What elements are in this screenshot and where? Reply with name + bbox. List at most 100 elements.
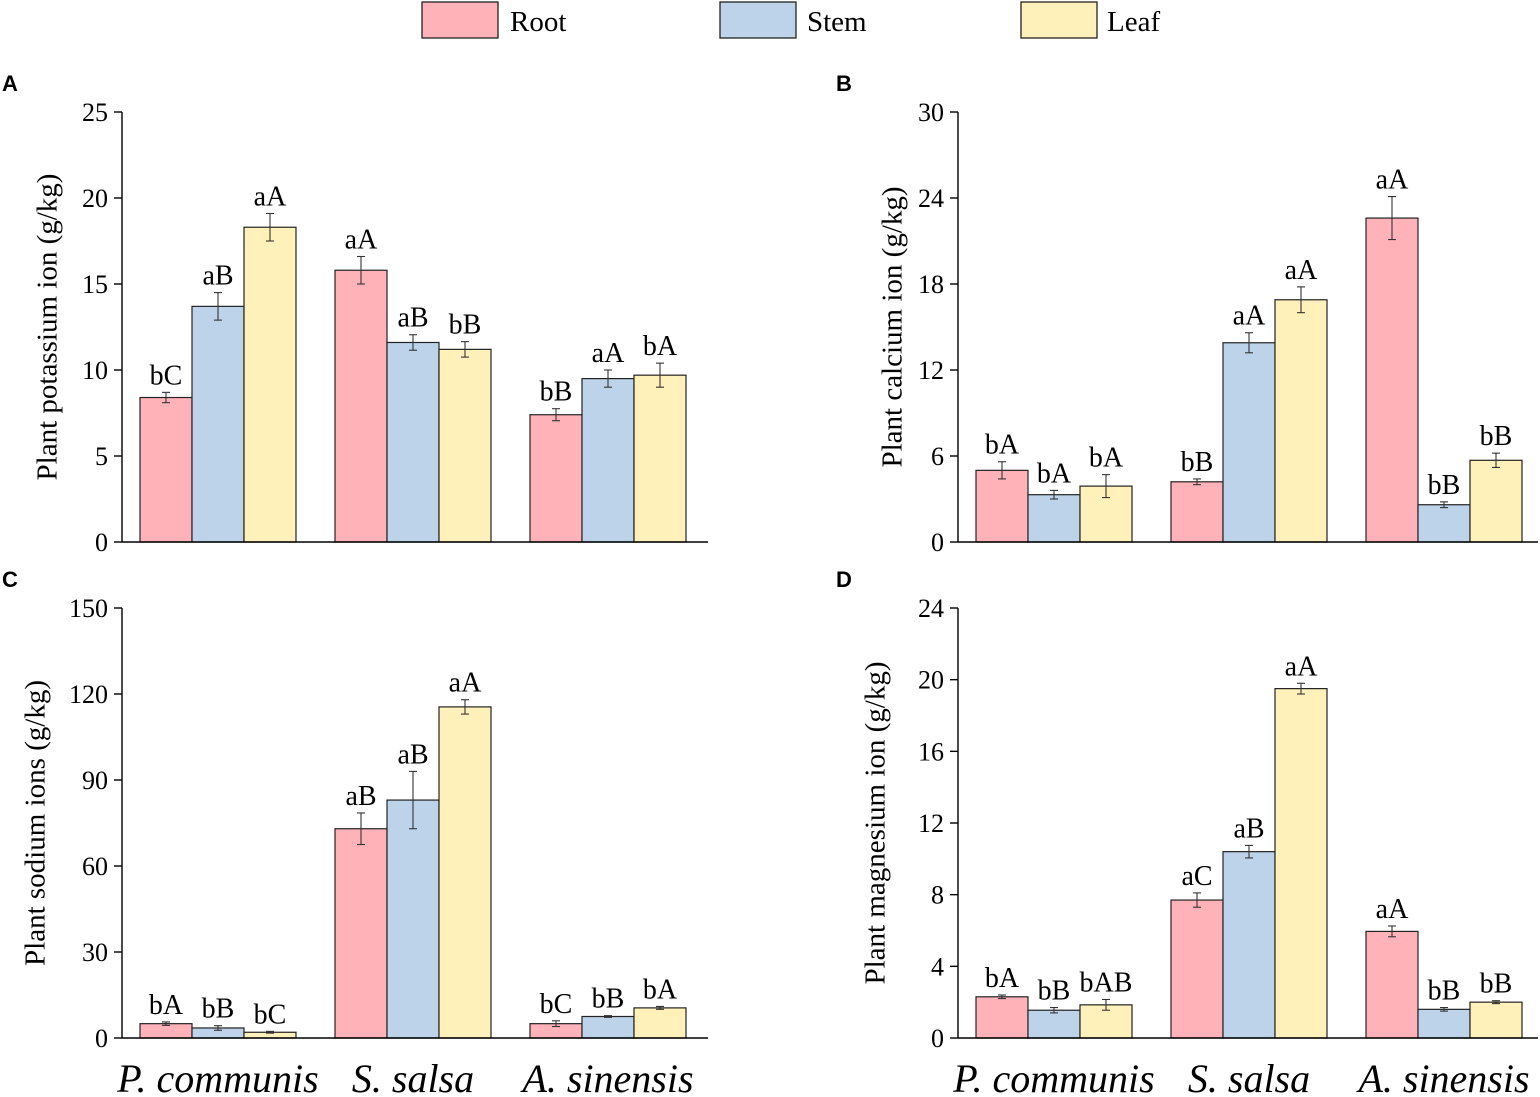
y-tick-label: 24 [918, 594, 944, 623]
significance-label: bB [1038, 976, 1071, 1007]
significance-label: bA [985, 963, 1020, 994]
error-bar-root-1 [162, 391, 170, 404]
error-bar-root-2 [1193, 478, 1201, 486]
error-bar-root-1 [162, 1021, 170, 1026]
y-tick-label: 0 [95, 528, 108, 557]
x-category-label: P. communis [116, 1056, 318, 1097]
bar-stem-3 [1417, 504, 1471, 543]
legend-label-stem: Stem [807, 6, 867, 38]
y-tick-label: 12 [918, 356, 944, 385]
significance-label: bA [1089, 443, 1124, 474]
x-category-label: S. salsa [352, 1056, 474, 1097]
error-bar-stem-3 [1440, 501, 1448, 509]
y-tick-label: 15 [82, 270, 108, 299]
y-tick-label: 24 [918, 184, 944, 213]
y-tick-label: 0 [931, 528, 944, 557]
legend-label-root: Root [510, 6, 566, 38]
significance-label: aA [1285, 651, 1318, 682]
error-bar-stem-2 [1245, 844, 1253, 859]
y-axis-title: Plant magnesium ion (g/kg) [860, 662, 892, 985]
x-category-label: A. sinensis [519, 1056, 693, 1097]
significance-label: bB [1428, 470, 1461, 501]
error-bar-leaf-3 [1492, 452, 1500, 469]
error-bar-root-1 [998, 994, 1006, 1000]
y-tick-label: 25 [82, 98, 108, 127]
significance-label: aA [449, 668, 482, 699]
y-tick-label: 16 [918, 737, 944, 766]
significance-label: bC [540, 989, 573, 1020]
error-bar-stem-1 [214, 292, 222, 321]
bar-leaf-3 [633, 374, 687, 543]
significance-label: bB [1428, 976, 1461, 1007]
y-tick-label: 10 [82, 356, 108, 385]
error-bar-leaf-3 [656, 362, 664, 388]
error-bar-stem-2 [1245, 332, 1253, 354]
error-bar-stem-3 [604, 369, 612, 388]
y-tick-label: 0 [931, 1024, 944, 1053]
y-tick-label: 0 [95, 1024, 108, 1053]
bar-stem-2 [386, 799, 440, 1039]
legend-label-leaf: Leaf [1107, 6, 1160, 38]
error-bar-leaf-1 [266, 212, 274, 242]
category-labels: P. communis S. salsa A. sinensis P. communi… [116, 1056, 1529, 1097]
y-tick-label: 30 [82, 938, 108, 967]
panel-letter-A: A [2, 71, 18, 96]
y-tick-label: 5 [95, 442, 108, 471]
panel-B: B Plant calcium ion (g/kg) bA bB aA bA aA bB bA a… [836, 71, 1538, 557]
bar-stem-2 [1222, 851, 1276, 1039]
bar-root-3 [529, 414, 583, 543]
error-bar-stem-3 [1440, 1006, 1448, 1012]
legend-swatch-root [421, 1, 499, 39]
bar-leaf-3 [633, 1007, 687, 1039]
significance-label: aA [1376, 165, 1409, 196]
bar-stem-3 [581, 1015, 635, 1039]
legend-item-root: Root [421, 1, 566, 39]
error-bar-root-1 [998, 461, 1006, 480]
significance-label: aB [202, 261, 233, 292]
significance-label: aA [592, 338, 625, 369]
bar-leaf-3 [1469, 1001, 1523, 1039]
error-bar-leaf-1 [1102, 998, 1110, 1011]
bar-root-1 [975, 996, 1029, 1039]
significance-label: aA [254, 181, 287, 212]
bar-root-3 [1365, 930, 1419, 1039]
error-bar-root-2 [357, 812, 365, 846]
significance-label: aB [1233, 813, 1264, 844]
significance-label: bB [540, 377, 573, 408]
significance-label: bAB [1080, 967, 1133, 998]
panel-letter-C: C [2, 567, 18, 592]
error-bar-leaf-1 [1102, 474, 1110, 499]
error-bar-leaf-2 [461, 699, 469, 715]
significance-label: bB [202, 994, 235, 1025]
significance-label: aA [1233, 301, 1266, 332]
bar-leaf-2 [1274, 299, 1328, 543]
bar-root-3 [1365, 217, 1419, 543]
significance-label: bA [149, 990, 184, 1021]
error-bar-root-3 [552, 408, 560, 422]
bar-leaf-2 [438, 348, 492, 543]
bar-stem-2 [1222, 342, 1276, 543]
panel-letter-B: B [836, 71, 852, 96]
error-bar-leaf-2 [461, 341, 469, 358]
significance-label: aB [345, 781, 376, 812]
error-bar-leaf-3 [1492, 1000, 1500, 1005]
bar-leaf-2 [1274, 688, 1328, 1039]
y-tick-label: 120 [69, 680, 108, 709]
bar-root-2 [1170, 899, 1224, 1039]
error-bar-leaf-2 [1297, 682, 1305, 695]
significance-label: aB [397, 303, 428, 334]
y-axis-title: Plant sodium ions (g/kg) [20, 680, 52, 966]
bar-root-2 [1170, 481, 1224, 543]
y-tick-label: 8 [931, 881, 944, 910]
bar-leaf-2 [438, 706, 492, 1039]
bar-root-1 [139, 396, 193, 543]
bar-stem-1 [191, 305, 245, 543]
significance-label: aA [1285, 255, 1318, 286]
x-category-label: S. salsa [1188, 1056, 1310, 1097]
error-bar-stem-1 [214, 1025, 222, 1031]
significance-label: aA [345, 224, 378, 255]
y-tick-label: 20 [918, 666, 944, 695]
legend-item-leaf: Leaf [1020, 1, 1160, 39]
legend-swatch-stem [719, 1, 797, 39]
y-tick-label: 20 [82, 184, 108, 213]
